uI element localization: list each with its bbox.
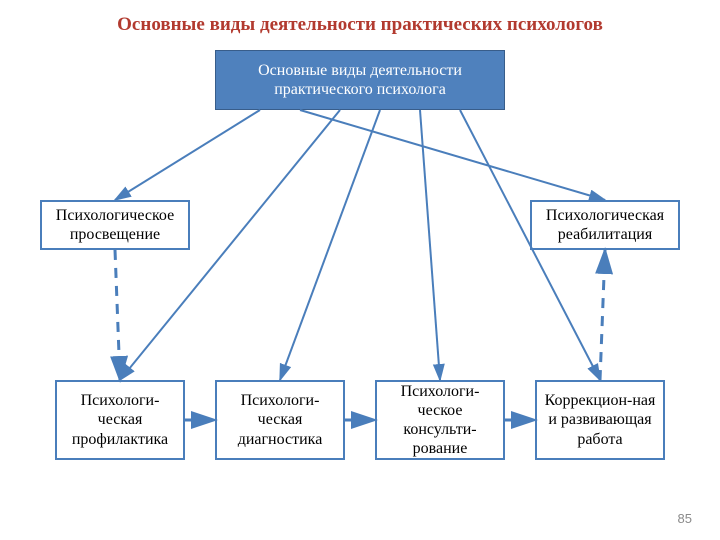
node-consulting: Психологи-ческое консульти-рование [375, 380, 505, 460]
node-prophylaxis: Психологи-ческая профилактика [55, 380, 185, 460]
node-label: Психологи-ческое консульти-рование [383, 382, 497, 459]
node-label: Психологи-ческая профилактика [63, 391, 177, 449]
node-diagnostics: Психологи-ческая диагностика [215, 380, 345, 460]
root-node: Основные виды деятельности практического… [215, 50, 505, 110]
node-education: Психологическое просвещение [40, 200, 190, 250]
page-number: 85 [678, 511, 692, 526]
root-node-label: Основные виды деятельности практического… [222, 61, 498, 99]
node-label: Психологическое просвещение [48, 206, 182, 244]
node-label: Коррекцион-ная и развивающая работа [543, 391, 657, 449]
node-label: Психологи-ческая диагностика [223, 391, 337, 449]
page-title: Основные виды деятельности практических … [0, 0, 720, 36]
node-rehabilitation: Психологическая реабилитация [530, 200, 680, 250]
node-correction: Коррекцион-ная и развивающая работа [535, 380, 665, 460]
node-label: Психологическая реабилитация [538, 206, 672, 244]
